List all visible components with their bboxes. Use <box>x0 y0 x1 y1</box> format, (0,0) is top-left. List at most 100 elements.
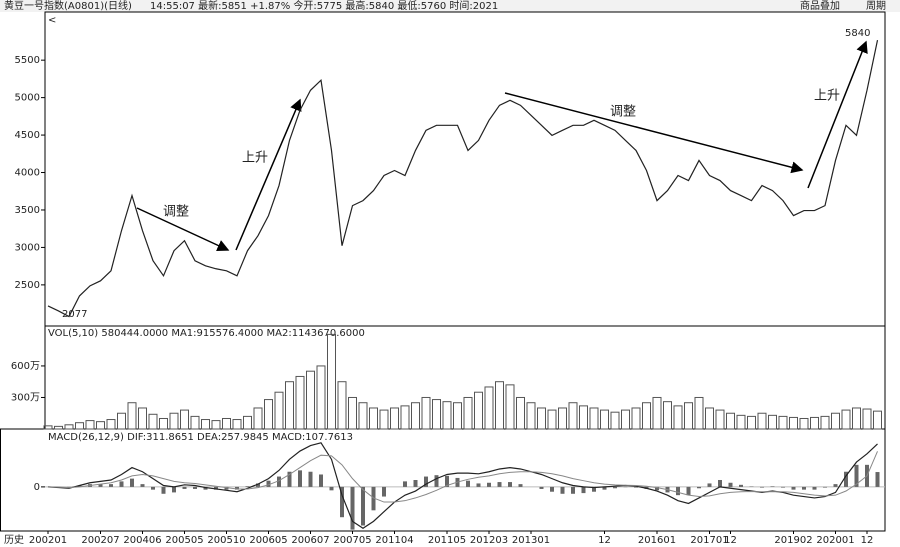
volume-bar <box>379 409 389 430</box>
macd-bar <box>256 483 260 487</box>
volume-bar <box>169 412 179 430</box>
macd-bar <box>634 486 638 488</box>
y-tick-label: 300万 <box>11 392 40 403</box>
macd-bar <box>739 484 743 487</box>
volume-bar <box>306 370 315 430</box>
volume-bar <box>852 407 861 430</box>
volume-bar <box>274 391 284 430</box>
x-tick-label: 200207 <box>81 535 119 546</box>
volume-bar <box>778 415 788 430</box>
volume-bar <box>705 407 714 430</box>
line <box>47 39 879 318</box>
annotation: 上升 <box>242 151 268 166</box>
macd-bar <box>266 480 271 487</box>
macd-bar <box>277 476 281 487</box>
volume-bar <box>579 405 588 430</box>
period-button[interactable]: 周期 <box>866 0 886 12</box>
macd-bar <box>298 470 302 487</box>
macd-bar <box>770 486 775 487</box>
volume-bar <box>138 407 147 430</box>
macd-bar <box>833 484 838 487</box>
overlay-button[interactable]: 商品叠加 <box>800 0 840 12</box>
volume-bar <box>411 402 420 430</box>
y-tick-label: 5500 <box>15 55 40 66</box>
macd-bar <box>613 486 617 489</box>
volume-bar <box>736 414 746 430</box>
trend-arrows <box>136 40 868 252</box>
macd-bar <box>571 486 575 494</box>
volume-bar <box>841 409 851 430</box>
macd-bar <box>308 471 313 487</box>
x-tick-label: 201601 <box>638 535 676 546</box>
macd-bar <box>518 484 523 487</box>
volume-bar <box>873 410 882 430</box>
macd-bar <box>760 486 764 488</box>
macd-bar <box>413 480 418 487</box>
price-pane <box>44 11 886 327</box>
arrow <box>136 207 230 252</box>
volume-bar <box>421 396 431 430</box>
macd-bar <box>287 471 292 487</box>
volume-bar <box>117 412 126 430</box>
y-tick-label: 2500 <box>15 280 40 291</box>
volume-bar <box>673 405 683 430</box>
volume-bar <box>264 399 273 430</box>
header-bar <box>0 0 900 12</box>
volume-bar <box>106 419 116 430</box>
volume-bar <box>190 415 200 430</box>
volume-bar <box>463 396 473 430</box>
macd-bar <box>508 482 512 487</box>
volume-bar <box>663 401 672 430</box>
volume-bar <box>316 365 326 430</box>
volume-bar <box>642 402 651 430</box>
volume-bar <box>43 425 53 430</box>
macd-bar <box>550 486 554 492</box>
macd-bar <box>718 480 722 487</box>
volume-bar <box>159 417 168 430</box>
volume-bar <box>348 396 357 430</box>
volume-bar <box>547 409 557 430</box>
macd-bar <box>161 486 166 494</box>
quote-line: 14:55:07 最新:5851 +1.87% 今开:5775 最高:5840 … <box>150 0 498 12</box>
macd-bar <box>245 486 250 487</box>
volume-bar <box>54 425 63 430</box>
volume-bar <box>726 412 735 430</box>
volume-bar <box>684 402 693 430</box>
volume-bar <box>232 419 242 430</box>
volume-bar <box>295 375 305 430</box>
macd-bar <box>487 482 491 487</box>
x-tick-label: 200510 <box>207 535 245 546</box>
annotation: 调整 <box>163 205 189 220</box>
macd-bar <box>182 486 187 489</box>
macd-bar <box>697 486 701 489</box>
macd-bar <box>875 472 880 487</box>
x-tick-label: 200505 <box>165 535 203 546</box>
x-tick-label: 12 <box>861 535 874 546</box>
x-tick-label: 201105 <box>428 535 466 546</box>
volume-bar <box>810 416 819 430</box>
x-tick-label: 201203 <box>470 535 508 546</box>
x-tick-label: 201104 <box>375 535 413 546</box>
volume-bar <box>747 415 756 430</box>
volume-bar <box>652 396 662 430</box>
volume-bar <box>600 409 609 430</box>
volume-bar <box>558 407 567 430</box>
macd-bar <box>445 475 449 487</box>
macd-bar <box>319 474 323 487</box>
volume-bar <box>715 409 725 430</box>
volume-bar <box>285 381 294 430</box>
volume-bar <box>757 412 767 430</box>
volume-bar <box>474 391 483 430</box>
macd-bar <box>130 478 134 487</box>
volume-bar <box>211 420 221 430</box>
arrow <box>235 98 302 251</box>
macd-bar <box>403 481 407 487</box>
footer-label: 历史 <box>4 534 24 546</box>
volume-bar <box>862 408 872 430</box>
volume-bar <box>799 417 809 430</box>
volume-bar <box>253 407 263 430</box>
price-pane-title: < <box>48 15 56 26</box>
volume-bar <box>96 421 105 430</box>
macd-bar <box>592 486 596 492</box>
macd-bar <box>151 486 155 490</box>
